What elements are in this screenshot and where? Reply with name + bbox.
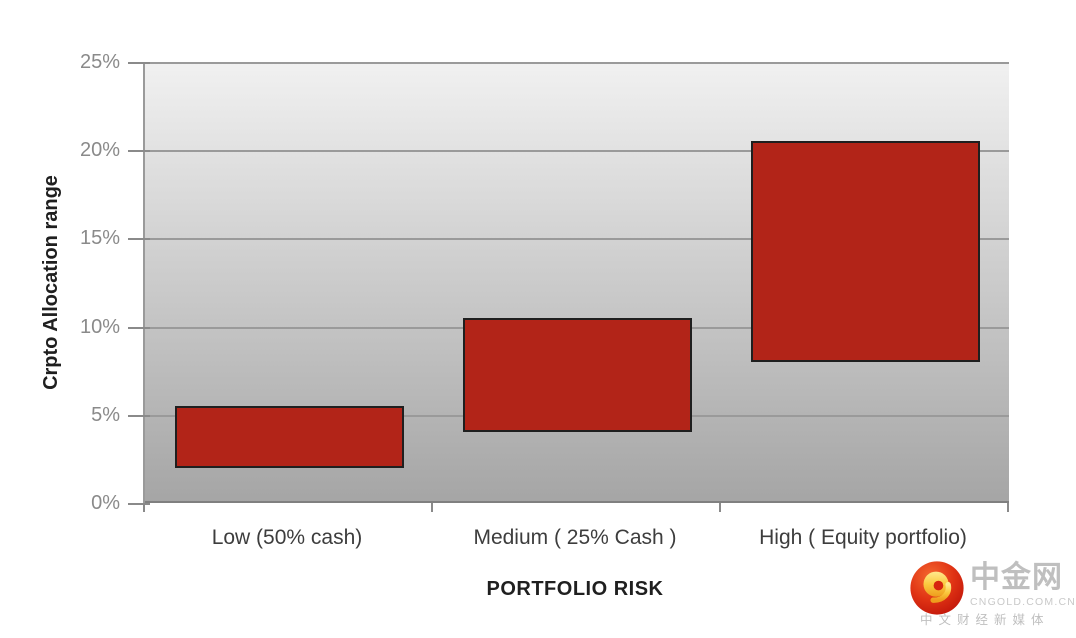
- x-tick-mark-3: [1007, 503, 1009, 512]
- y-tick-mark-10%: [128, 326, 150, 329]
- x-axis-title: PORTFOLIO RISK: [486, 578, 664, 600]
- y-tick-mark-0%: [128, 503, 150, 505]
- range-bar-3: [750, 141, 980, 362]
- range-bar-1: [174, 405, 404, 468]
- x-axis-line: [145, 501, 1009, 503]
- category-label-2: Medium ( 25% Cash ): [473, 526, 677, 549]
- y-tick-label-10%: 10%: [79, 315, 120, 338]
- gridline-15pct: [145, 238, 1009, 241]
- y-tick-mark-15%: [128, 238, 150, 241]
- x-tick-mark-1: [431, 503, 433, 512]
- gridline-25pct: [145, 62, 1009, 64]
- range-bar-2: [462, 317, 692, 433]
- y-tick-mark-25%: [128, 62, 150, 64]
- x-tick-mark-2: [719, 503, 721, 512]
- y-tick-mark-20%: [128, 150, 150, 153]
- y-tick-label-20%: 20%: [79, 139, 120, 162]
- category-label-1: Low (50% cash): [211, 526, 363, 549]
- y-tick-label-25%: 25%: [79, 51, 120, 73]
- y-tick-label-0%: 0%: [91, 492, 120, 514]
- y-tick-mark-5%: [128, 414, 150, 417]
- category-label-3: High ( Equity portfolio): [759, 526, 967, 549]
- x-tick-mark-0: [143, 503, 145, 512]
- y-axis-title: Crpto Allocation range: [39, 175, 62, 390]
- y-tick-label-15%: 15%: [79, 227, 120, 250]
- cngold-tagline: 中文财经新媒体: [920, 613, 1050, 627]
- cngold-logo-icon: [910, 561, 964, 615]
- y-axis-title-box: Crpto Allocation range: [34, 62, 68, 503]
- cngold-brand-block: 中金网 CNGOLD.COM.CN: [970, 561, 1076, 608]
- y-tick-label-5%: 5%: [91, 403, 120, 426]
- cngold-brand-url: CNGOLD.COM.CN: [970, 596, 1076, 608]
- gridline-20pct: [145, 150, 1009, 153]
- cngold-brand-name: 中金网: [970, 561, 1063, 594]
- plot-area: [143, 62, 1009, 503]
